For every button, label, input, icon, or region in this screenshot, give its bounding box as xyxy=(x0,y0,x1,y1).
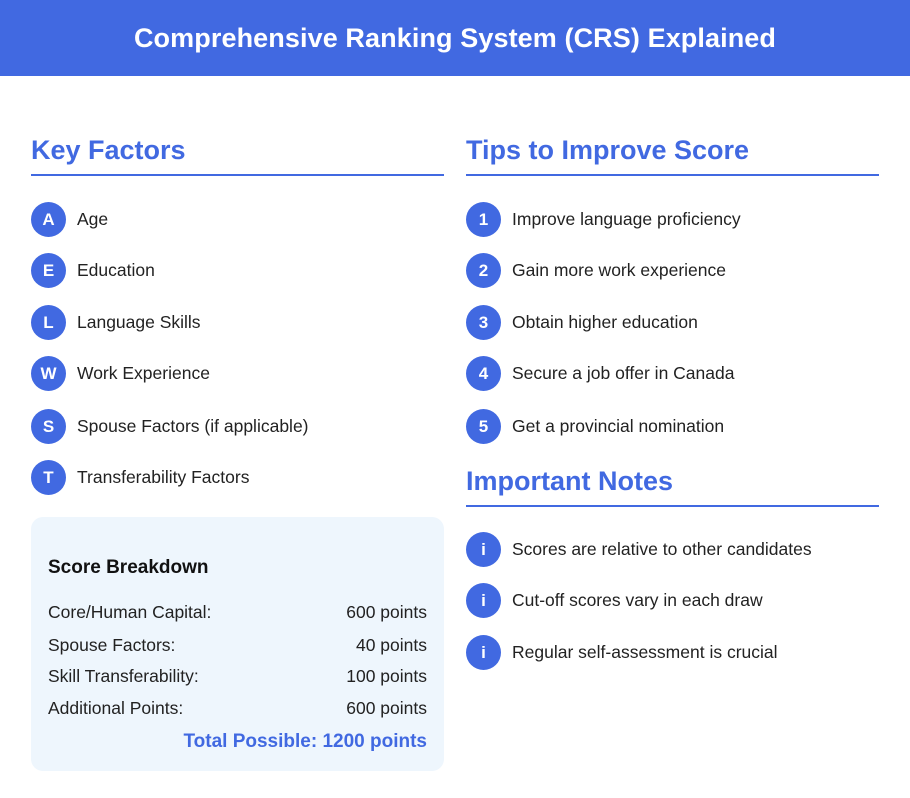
note-label: Scores are relative to other candidates xyxy=(512,539,812,559)
key-factor-label: Transferability Factors xyxy=(77,467,250,487)
letter-badge: W xyxy=(31,356,66,391)
letter-badge: A xyxy=(31,202,66,237)
key-factor-item: A Age xyxy=(31,202,108,237)
key-factors-section: Key Factors A Age E Education L Language… xyxy=(31,128,444,495)
notes-section: Important Notes i Scores are relative to… xyxy=(466,459,879,670)
score-breakdown-panel: Score Breakdown Core/Human Capital: 600 … xyxy=(31,517,444,771)
tip-item: 1 Improve language proficiency xyxy=(466,202,741,237)
key-factor-item: T Transferability Factors xyxy=(31,460,249,495)
score-row-label: Core/Human Capital: xyxy=(48,602,212,622)
note-label: Cut-off scores vary in each draw xyxy=(512,590,763,610)
letter-badge: L xyxy=(31,305,66,340)
note-item: i Cut-off scores vary in each draw xyxy=(466,583,763,618)
tip-label: Obtain higher education xyxy=(512,312,698,332)
key-factor-label: Education xyxy=(77,260,155,280)
note-item: i Scores are relative to other candidate… xyxy=(466,532,812,567)
key-factor-item: E Education xyxy=(31,253,155,288)
key-factor-label: Work Experience xyxy=(77,363,210,383)
tip-label: Improve language proficiency xyxy=(512,209,741,229)
note-item: i Regular self-assessment is crucial xyxy=(466,635,778,670)
page-title: Comprehensive Ranking System (CRS) Expla… xyxy=(133,22,777,53)
number-badge: 2 xyxy=(466,253,501,288)
tips-section: Tips to Improve Score 1 Improve language… xyxy=(466,128,879,444)
score-row-label: Skill Transferability: xyxy=(48,666,199,686)
score-row: Skill Transferability: 100 points xyxy=(48,666,427,687)
number-badge: 5 xyxy=(466,409,501,444)
tip-label: Gain more work experience xyxy=(512,260,726,280)
letter-badge: E xyxy=(31,253,66,288)
key-factor-item: S Spouse Factors (if applicable) xyxy=(31,409,309,444)
key-factor-item: W Work Experience xyxy=(31,356,210,391)
note-label: Regular self-assessment is crucial xyxy=(512,642,778,662)
score-row-value: 100 points xyxy=(346,666,427,686)
score-breakdown-title: Score Breakdown xyxy=(48,557,209,578)
tip-item: 4 Secure a job offer in Canada xyxy=(466,356,734,391)
score-row-label: Additional Points: xyxy=(48,698,184,718)
score-row: Spouse Factors: 40 points xyxy=(48,635,427,656)
number-badge: 3 xyxy=(466,305,501,340)
letter-badge: T xyxy=(31,460,66,495)
info-icon: i xyxy=(466,532,501,567)
tip-item: 5 Get a provincial nomination xyxy=(466,409,724,444)
score-row: Core/Human Capital: 600 points xyxy=(48,602,427,623)
score-row-label: Spouse Factors: xyxy=(48,635,176,655)
tips-title: Tips to Improve Score xyxy=(466,128,879,176)
score-row-value: 600 points xyxy=(346,698,427,718)
key-factor-label: Spouse Factors (if applicable) xyxy=(77,416,309,436)
tip-item: 2 Gain more work experience xyxy=(466,253,726,288)
tip-label: Secure a job offer in Canada xyxy=(512,363,735,383)
notes-title: Important Notes xyxy=(466,459,879,507)
number-badge: 4 xyxy=(466,356,501,391)
key-factor-label: Language Skills xyxy=(77,312,201,332)
score-total: Total Possible: 1200 points xyxy=(183,731,427,752)
tip-label: Get a provincial nomination xyxy=(512,416,725,436)
letter-badge: S xyxy=(31,409,66,444)
score-row-value: 40 points xyxy=(355,635,427,655)
number-badge: 1 xyxy=(466,202,501,237)
key-factor-label: Age xyxy=(77,209,109,229)
info-icon: i xyxy=(466,635,501,670)
key-factor-item: L Language Skills xyxy=(31,305,201,340)
page-header: Comprehensive Ranking System (CRS) Expla… xyxy=(0,0,910,76)
info-icon: i xyxy=(466,583,501,618)
score-row: Additional Points: 600 points xyxy=(48,698,427,719)
tip-item: 3 Obtain higher education xyxy=(466,305,698,340)
key-factors-title: Key Factors xyxy=(31,128,444,176)
score-row-value: 600 points xyxy=(346,602,427,622)
